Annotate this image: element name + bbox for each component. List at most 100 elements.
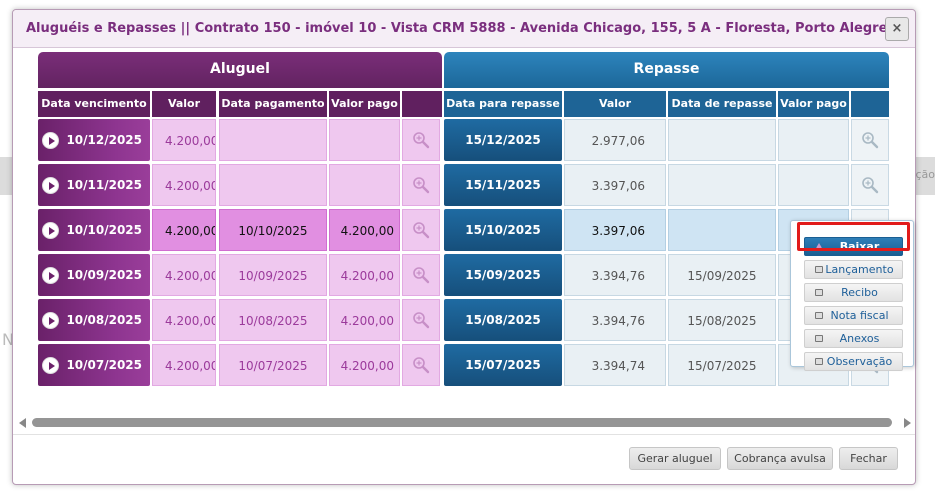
play-icon[interactable]: [42, 132, 59, 149]
data-vencimento-cell: 10/07/2025: [38, 344, 150, 386]
aluguel-details-button[interactable]: [402, 254, 440, 296]
menu-item-lancamento[interactable]: Lançamento: [804, 260, 903, 279]
printer-icon: [815, 289, 823, 296]
rentals-dialog: Aluguéis e Repasses || Contrato 150 - im…: [12, 9, 916, 485]
data-de-repasse-cell: 15/09/2025: [668, 254, 776, 296]
scroll-right-arrow-icon[interactable]: [904, 418, 911, 428]
repasse-valor-cell: 3.394,76: [564, 254, 666, 296]
menu-item-recibo[interactable]: Recibo: [804, 283, 903, 302]
cobranca-avulsa-button[interactable]: Cobrança avulsa: [727, 447, 833, 470]
valor-pago-cell: 4.200,00: [329, 209, 400, 251]
data-para-repasse-cell: 15/09/2025: [444, 254, 562, 296]
menu-item-label: Observação: [826, 355, 893, 368]
repasse-group-header: Repasse: [444, 52, 889, 88]
fechar-button[interactable]: Fechar: [839, 447, 898, 470]
zoom-icon: [862, 132, 879, 149]
header-data-pagamento: Data pagamento: [219, 91, 327, 117]
play-icon[interactable]: [42, 222, 59, 239]
header-repasse-valor-pago: Valor pago: [778, 91, 849, 117]
zoom-icon: [862, 177, 879, 194]
valor-pago-cell: [329, 119, 400, 161]
repasse-valor-pago-cell: [778, 119, 849, 161]
valor-cell: 4.200,00: [152, 209, 216, 251]
data-para-repasse-cell: 15/12/2025: [444, 119, 562, 161]
zoom-icon: [413, 132, 430, 149]
header-data-de-repasse: Data de repasse: [668, 91, 776, 117]
data-de-repasse-cell: 15/08/2025: [668, 299, 776, 341]
play-icon[interactable]: [42, 267, 59, 284]
data-vencimento-value: 10/12/2025: [66, 133, 142, 147]
data-pagamento-cell: [219, 119, 327, 161]
aluguel-details-button[interactable]: [402, 119, 440, 161]
horizontal-scrollbar[interactable]: [19, 416, 911, 430]
header-valor: Valor: [152, 91, 216, 117]
menu-item-label: Nota fiscal: [830, 309, 889, 322]
valor-pago-cell: 4.200,00: [329, 299, 400, 341]
menu-item-label: Anexos: [839, 332, 880, 345]
data-pagamento-cell: 10/10/2025: [219, 209, 327, 251]
aluguel-details-button[interactable]: [402, 344, 440, 386]
data-pagamento-cell: [219, 164, 327, 206]
data-vencimento-value: 10/07/2025: [66, 358, 142, 372]
repasse-details-button[interactable]: [851, 164, 889, 206]
menu-item-anexos[interactable]: Anexos: [804, 329, 903, 348]
data-vencimento-value: 10/11/2025: [66, 178, 142, 192]
scrollbar-thumb[interactable]: [32, 418, 892, 427]
aluguel-details-button[interactable]: [402, 209, 440, 251]
data-vencimento-cell: 10/09/2025: [38, 254, 150, 296]
data-para-repasse-cell: 15/11/2025: [444, 164, 562, 206]
valor-pago-cell: 4.200,00: [329, 344, 400, 386]
menu-item-observacao[interactable]: Observação: [804, 352, 903, 371]
data-pagamento-cell: 10/08/2025: [219, 299, 327, 341]
data-vencimento-cell: 10/10/2025: [38, 209, 150, 251]
scroll-left-arrow-icon[interactable]: [19, 418, 26, 428]
repasse-valor-cell: 2.977,06: [564, 119, 666, 161]
menu-item-label: Recibo: [841, 286, 878, 299]
data-para-repasse-cell: 15/08/2025: [444, 299, 562, 341]
data-de-repasse-cell: 15/07/2025: [668, 344, 776, 386]
repasse-details-button[interactable]: [851, 119, 889, 161]
play-icon[interactable]: [42, 312, 59, 329]
dialog-title: Aluguéis e Repasses || Contrato 150 - im…: [26, 21, 903, 36]
menu-item-label: Lançamento: [825, 263, 894, 276]
gerar-aluguel-button[interactable]: Gerar aluguel: [629, 447, 721, 470]
repasse-valor-cell: 3.394,76: [564, 299, 666, 341]
valor-cell: 4.200,00: [152, 299, 216, 341]
printer-icon: [815, 358, 823, 365]
zoom-icon: [413, 222, 430, 239]
data-vencimento-cell: 10/08/2025: [38, 299, 150, 341]
data-vencimento-cell: 10/12/2025: [38, 119, 150, 161]
data-pagamento-cell: 10/09/2025: [219, 254, 327, 296]
grid-icon: [815, 266, 823, 273]
valor-cell: 4.200,00: [152, 254, 216, 296]
zoom-icon: [413, 267, 430, 284]
play-icon[interactable]: [42, 357, 59, 374]
valor-cell: 4.200,00: [152, 164, 216, 206]
background-letter: N: [2, 330, 14, 349]
paperclip-icon: [815, 335, 823, 342]
data-vencimento-value: 10/08/2025: [66, 313, 142, 327]
valor-cell: 4.200,00: [152, 119, 216, 161]
aluguel-group-header: Aluguel: [38, 52, 442, 88]
data-de-repasse-cell: [668, 119, 776, 161]
close-button[interactable]: ×: [885, 17, 909, 41]
play-icon[interactable]: [42, 177, 59, 194]
data-vencimento-value: 10/09/2025: [66, 268, 142, 282]
highlight-box: [797, 222, 910, 251]
data-de-repasse-cell: [668, 209, 776, 251]
aluguel-details-button[interactable]: [402, 299, 440, 341]
repasse-valor-cell: 3.397,06: [564, 209, 666, 251]
header-valor-pago: Valor pago: [329, 91, 400, 117]
data-vencimento-value: 10/10/2025: [66, 223, 142, 237]
zoom-icon: [413, 177, 430, 194]
header-data-para-repasse: Data para repasse: [444, 91, 562, 117]
footer-divider: [13, 434, 915, 435]
header-data-vencimento: Data vencimento: [38, 91, 150, 117]
printer-icon: [815, 312, 823, 319]
menu-item-nota-fiscal[interactable]: Nota fiscal: [804, 306, 903, 325]
header-repasse-actions: [851, 91, 889, 117]
arrow-up-icon: [816, 243, 822, 248]
data-de-repasse-cell: [668, 164, 776, 206]
aluguel-details-button[interactable]: [402, 164, 440, 206]
valor-pago-cell: [329, 164, 400, 206]
